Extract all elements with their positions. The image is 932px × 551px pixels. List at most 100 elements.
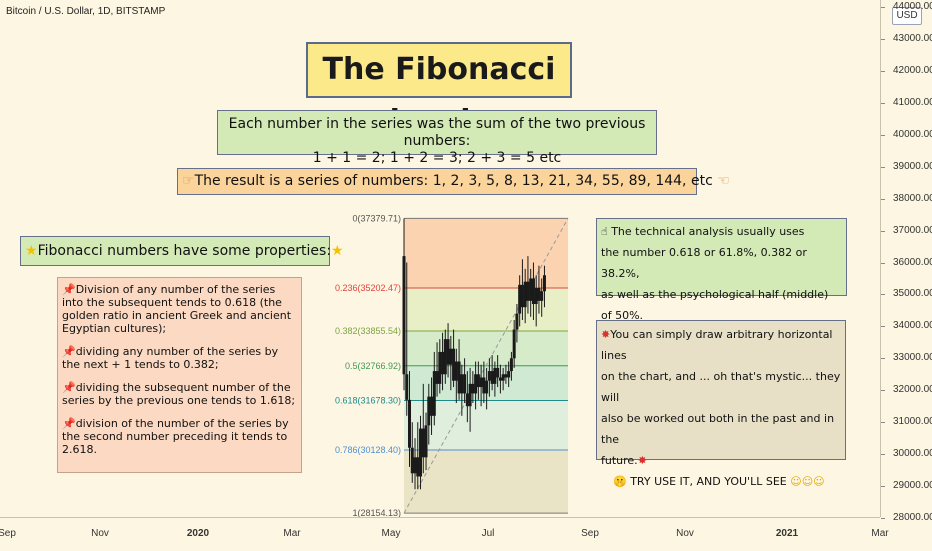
price-tick-label: 33000.00 — [881, 352, 932, 363]
mystic-line: 🤫 TRY USE IT, AND YOU'LL SEE ☺☺☺ — [613, 475, 825, 488]
candle — [452, 329, 456, 388]
fib-zone — [404, 218, 568, 288]
candle — [515, 304, 519, 343]
series-text: The result is a series of numbers: 1, 2,… — [194, 173, 713, 189]
candle-body — [507, 371, 511, 378]
candle-body — [446, 339, 450, 365]
candle — [446, 323, 450, 378]
technical-line: the number 0.618 or 61.8%, 0.382 or 38.2… — [601, 246, 807, 280]
candle — [405, 262, 409, 416]
candle-body — [515, 313, 519, 330]
fib-zone — [404, 287, 568, 331]
candle — [465, 371, 469, 423]
candle — [419, 415, 423, 490]
candle-body — [485, 380, 489, 394]
candle-body — [419, 428, 423, 477]
candle-body — [474, 374, 478, 394]
fib-labels: 0(37379.71) 0.236(35202.47) 0.382(33855.54… — [335, 213, 401, 517]
candle — [424, 412, 428, 471]
candle — [476, 361, 480, 400]
candle-body — [471, 383, 475, 394]
candle-body — [498, 377, 502, 381]
candle — [460, 364, 464, 416]
candle-body — [534, 288, 538, 305]
pushpin-icon: 📌 — [62, 381, 76, 394]
technical-line: ☝ The technical analysis usually uses — [601, 225, 805, 238]
time-tick-label: 2021 — [775, 528, 799, 539]
candle-body — [441, 351, 445, 375]
price-tick-label: 39000.00 — [881, 161, 932, 172]
candle-body — [479, 377, 483, 388]
candle — [454, 348, 458, 404]
candle — [540, 278, 544, 317]
candle — [490, 355, 494, 391]
fib-level-label: 0.236(35202.47) — [335, 283, 401, 293]
time-axis[interactable]: Sep Nov 2020 Mar May Jul Sep Nov 2021 Mar — [0, 517, 889, 551]
candle-body — [531, 278, 535, 305]
candle-body — [443, 339, 447, 375]
pushpin-icon: 📌 — [62, 283, 76, 296]
sum-box: Each number in the series was the sum of… — [217, 110, 657, 166]
price-tick-label: 40000.00 — [881, 129, 932, 140]
candle — [485, 367, 489, 410]
properties-title: Fibonacci numbers have some properties: — [37, 243, 332, 259]
fib-zone — [404, 330, 568, 366]
price-tick-label: 34000.00 — [881, 320, 932, 331]
property-item: 📌Division of any number of the series in… — [62, 283, 297, 335]
candle-body — [421, 428, 425, 458]
star-icon: ★ — [25, 243, 38, 259]
candle — [427, 383, 431, 445]
candle — [416, 422, 420, 490]
candle — [531, 262, 535, 320]
candle — [537, 265, 541, 314]
currency-button[interactable]: USD — [892, 7, 922, 25]
fib-level-label: 1(28154.13) — [352, 508, 401, 517]
time-tick-label: Sep — [581, 528, 599, 539]
candle — [509, 351, 513, 381]
candle-body — [410, 447, 414, 474]
candle — [501, 367, 505, 391]
candle — [493, 361, 497, 397]
time-tick-label: Sep — [0, 528, 16, 539]
candle — [421, 383, 425, 474]
candle — [468, 367, 472, 432]
candle-body — [454, 361, 458, 381]
candle — [542, 265, 546, 308]
candle-body — [509, 358, 513, 372]
candle-body — [416, 457, 420, 477]
shushing-face-icon: 🤫 — [613, 475, 627, 488]
candle-body — [523, 281, 527, 308]
properties-box: 📌Division of any number of the series in… — [57, 277, 302, 473]
price-tick-label: 42000.00 — [881, 65, 932, 76]
candle-body — [504, 374, 508, 378]
time-tick-label: Mar — [283, 528, 301, 539]
price-tick-label: 28000.00 — [881, 512, 932, 523]
chart-area[interactable]: 0(37379.71) 0.236(35202.47) 0.382(33855.54… — [0, 0, 880, 517]
price-tick-label: 35000.00 — [881, 288, 932, 299]
candle-body — [520, 284, 524, 308]
sum-line-2: 1 + 1 = 2; 1 + 2 = 3; 2 + 3 = 5 etc — [312, 150, 562, 166]
candle — [529, 268, 533, 317]
candle-body — [529, 278, 533, 301]
symbol-title: Bitcoin / U.S. Dollar, 1D, BITSTAMP — [6, 6, 166, 17]
candle-body — [430, 396, 434, 416]
mystic-line: ✸You can simply draw arbitrary horizonta… — [601, 328, 833, 362]
fib-trend-line — [403, 218, 569, 514]
wink-face-icon: ☺☺☺ — [790, 475, 825, 488]
pushpin-icon: 📌 — [62, 417, 76, 430]
candle-body — [432, 371, 436, 416]
candle — [534, 275, 538, 327]
price-tick-label: 32000.00 — [881, 384, 932, 395]
candle-body — [463, 374, 467, 394]
candle — [443, 329, 447, 384]
mystic-line: on the chart, and ... oh that's mystic..… — [601, 370, 841, 404]
price-tick-label: 29000.00 — [881, 480, 932, 491]
fib-level-label: 0.5(32766.92) — [345, 361, 401, 371]
candle — [441, 332, 445, 391]
collision-icon: ✸ — [637, 454, 647, 467]
price-axis[interactable]: 44000.00 43000.00 42000.00 41000.00 40000.00… — [880, 0, 932, 523]
candle-body — [413, 457, 417, 474]
property-item: 📌dividing the subsequent number of the s… — [62, 381, 297, 407]
time-tick-label: May — [381, 528, 401, 539]
candle-body — [460, 374, 464, 394]
